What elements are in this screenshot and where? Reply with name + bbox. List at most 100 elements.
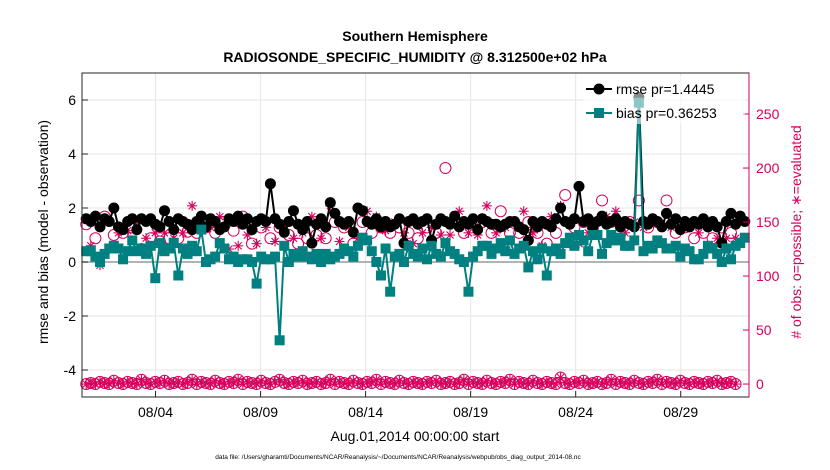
- bias-point: [293, 251, 304, 262]
- rmse-point: [518, 224, 530, 236]
- bias-point: [491, 243, 502, 254]
- legend-bias-label: bias pr=0.36253: [616, 105, 717, 121]
- y-left-tick-label: 0: [68, 254, 76, 270]
- bias-point: [698, 248, 709, 259]
- bias-series: [81, 97, 750, 346]
- rmse-point: [94, 221, 106, 233]
- bias-point: [426, 240, 437, 251]
- y-right-tick-label: 50: [756, 322, 772, 338]
- rmse-point: [711, 221, 723, 233]
- obs-possible-marker: [651, 373, 664, 386]
- bias-point: [707, 243, 718, 254]
- bias-point: [99, 248, 110, 259]
- bias-point: [334, 248, 345, 259]
- x-tick-label: 08/19: [453, 404, 488, 420]
- bias-point: [118, 254, 129, 265]
- obs-evaluated-marker: [251, 238, 262, 249]
- rmse-point: [555, 202, 567, 214]
- x-tick-label: 08/29: [663, 404, 698, 420]
- obs-evaluated-marker: [481, 200, 492, 211]
- bias-point: [606, 230, 617, 240]
- bias-point: [564, 232, 575, 243]
- rmse-point: [472, 224, 484, 236]
- obs-possible-marker: [494, 205, 507, 218]
- y-left-tick-label: 6: [68, 92, 76, 108]
- rmse-point: [126, 213, 138, 225]
- rmse-point: [260, 216, 272, 227]
- bias-point: [168, 238, 179, 249]
- bias-point: [573, 230, 584, 240]
- bias-point: [569, 240, 580, 251]
- rmse-point: [670, 213, 682, 225]
- y-left-tick-label: 4: [68, 146, 76, 162]
- rmse-point: [163, 216, 175, 227]
- x-tick-label: 08/14: [348, 404, 383, 420]
- bias-point: [270, 251, 281, 262]
- bias-point: [127, 235, 138, 246]
- bias-point: [371, 257, 382, 267]
- rmse-point: [209, 216, 221, 227]
- bias-point: [228, 251, 239, 262]
- rmse-point: [357, 205, 369, 217]
- y-right-tick-label: 200: [756, 160, 780, 176]
- obs-possible-marker: [264, 232, 277, 245]
- rmse-point: [232, 210, 244, 222]
- bias-point: [638, 246, 649, 257]
- bias-point: [656, 238, 667, 249]
- bias-point: [458, 257, 469, 267]
- bias-point: [721, 243, 732, 254]
- rmse-point: [573, 180, 585, 192]
- obs-possible-marker: [89, 232, 102, 245]
- bias-point: [150, 273, 161, 284]
- bias-point: [560, 238, 571, 249]
- rmse-point: [117, 224, 129, 236]
- bias-point: [541, 270, 552, 281]
- legend-rmse-marker: [593, 83, 605, 95]
- bias-point: [592, 230, 603, 240]
- rmse-point: [158, 205, 170, 217]
- bias-point: [629, 235, 640, 246]
- rmse-point: [287, 205, 299, 217]
- bias-point: [145, 240, 156, 251]
- bias-point: [597, 248, 608, 259]
- bias-point: [366, 246, 377, 257]
- data-file-footer: data file: /Users/gharamti/Documents/NCA…: [215, 454, 581, 461]
- rmse-point: [218, 221, 230, 233]
- bias-point: [624, 240, 635, 251]
- bias-point: [532, 254, 543, 265]
- bias-point: [675, 251, 686, 262]
- obs-evaluated-marker: [693, 227, 704, 238]
- bias-point: [90, 251, 101, 262]
- bias-point: [518, 240, 529, 251]
- bias-point: [154, 238, 165, 249]
- rmse-point: [324, 197, 336, 209]
- rmse-point: [264, 178, 276, 190]
- legend-bias-marker: [594, 108, 604, 118]
- rmse-point: [596, 210, 608, 222]
- bias-point: [509, 248, 520, 259]
- bias-point: [210, 251, 221, 262]
- rmse-point: [301, 216, 313, 227]
- rmse-point: [370, 213, 382, 225]
- rmse-point: [393, 213, 405, 225]
- rmse-point: [610, 213, 622, 225]
- bias-point: [297, 246, 308, 257]
- obs-evaluated-marker: [316, 233, 327, 244]
- y-left-tick-label: -2: [64, 308, 77, 324]
- bias-point: [352, 240, 363, 251]
- rmse-point: [343, 216, 355, 227]
- legend-box: [583, 76, 745, 124]
- rmse-point: [89, 210, 101, 222]
- bias-point: [182, 248, 193, 259]
- bias-point: [403, 240, 414, 251]
- bias-point: [274, 335, 285, 346]
- rmse-point: [720, 216, 732, 227]
- axes-ticks: 08/04 08/09 08/14 08/19 08/24 08/29 -4 -2 0 2 4 6 0 5…: [64, 73, 780, 420]
- bias-point: [481, 240, 492, 251]
- y-right-tick-label: 0: [756, 376, 764, 392]
- rmse-point: [730, 218, 742, 230]
- bias-point: [398, 257, 409, 267]
- chart-title-line1: Southern Hemisphere: [342, 28, 488, 44]
- obs-possible-marker: [660, 194, 673, 207]
- bias-point: [85, 246, 96, 257]
